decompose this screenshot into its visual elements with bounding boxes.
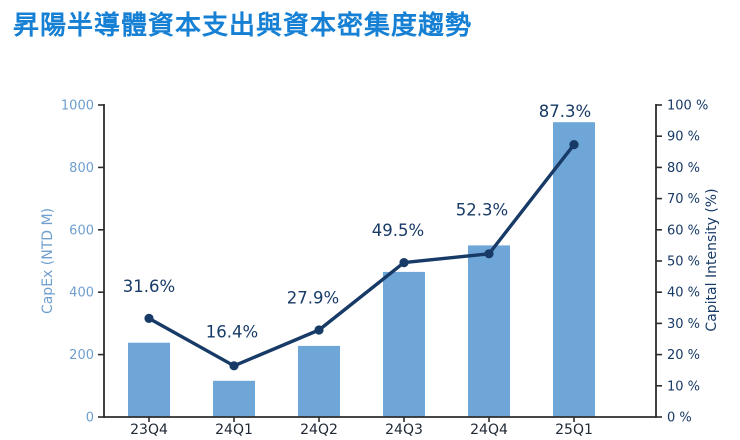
x-tick-label: 24Q2 <box>300 422 338 438</box>
bar-24Q2 <box>298 345 340 417</box>
intensity-data-label: 16.4% <box>206 322 258 341</box>
intensity-point-24Q1 <box>229 361 239 371</box>
x-tick-label: 24Q1 <box>215 422 253 438</box>
x-tick-label: 24Q4 <box>470 422 508 438</box>
left-tick-label: 0 <box>86 411 94 426</box>
left-tick-label: 200 <box>69 348 94 363</box>
right-tick-label: 80 % <box>667 161 700 176</box>
right-tick-label: 40 % <box>667 286 700 301</box>
left-tick-label: 600 <box>69 223 94 238</box>
bar-24Q4 <box>468 245 510 417</box>
right-tick-label: 10 % <box>667 379 700 394</box>
right-tick-label: 60 % <box>667 223 700 238</box>
left-tick-label: 400 <box>69 286 94 301</box>
intensity-data-label: 27.9% <box>287 289 339 308</box>
right-tick-label: 0 % <box>667 411 692 426</box>
right-tick-label: 50 % <box>667 255 700 270</box>
intensity-point-24Q3 <box>399 258 409 268</box>
intensity-data-label: 87.3% <box>539 102 591 121</box>
x-tick-label: 24Q3 <box>385 422 423 438</box>
left-tick-label: 1000 <box>61 99 94 114</box>
x-tick-label: 25Q1 <box>555 422 593 438</box>
page-title: 昇陽半導體資本支出與資本密集度趨勢 <box>13 11 473 41</box>
intensity-data-label: 31.6% <box>123 277 175 296</box>
intensity-data-label: 49.5% <box>372 221 424 240</box>
right-tick-label: 100 % <box>667 99 708 114</box>
intensity-point-25Q1 <box>569 140 579 150</box>
intensity-line <box>147 142 576 368</box>
bar-25Q1 <box>553 122 595 417</box>
right-tick-label: 30 % <box>667 317 700 332</box>
bar-24Q3 <box>383 271 425 417</box>
right-tick-label: 20 % <box>667 348 700 363</box>
left-axis-title: CapEx (NTD M) <box>40 208 56 314</box>
intensity-point-23Q4 <box>144 313 154 323</box>
x-tick-label: 23Q4 <box>130 422 168 438</box>
left-tick-label: 800 <box>69 161 94 176</box>
right-axis-title: Capital Intensity (%) <box>704 188 720 331</box>
intensity-point-24Q4 <box>484 249 494 259</box>
right-tick-label: 90 % <box>667 130 700 145</box>
bar-24Q1 <box>213 380 255 417</box>
right-tick-label: 70 % <box>667 192 700 207</box>
intensity-point-24Q2 <box>314 325 324 335</box>
intensity-data-label: 52.3% <box>456 200 508 219</box>
bar-23Q4 <box>128 342 170 417</box>
